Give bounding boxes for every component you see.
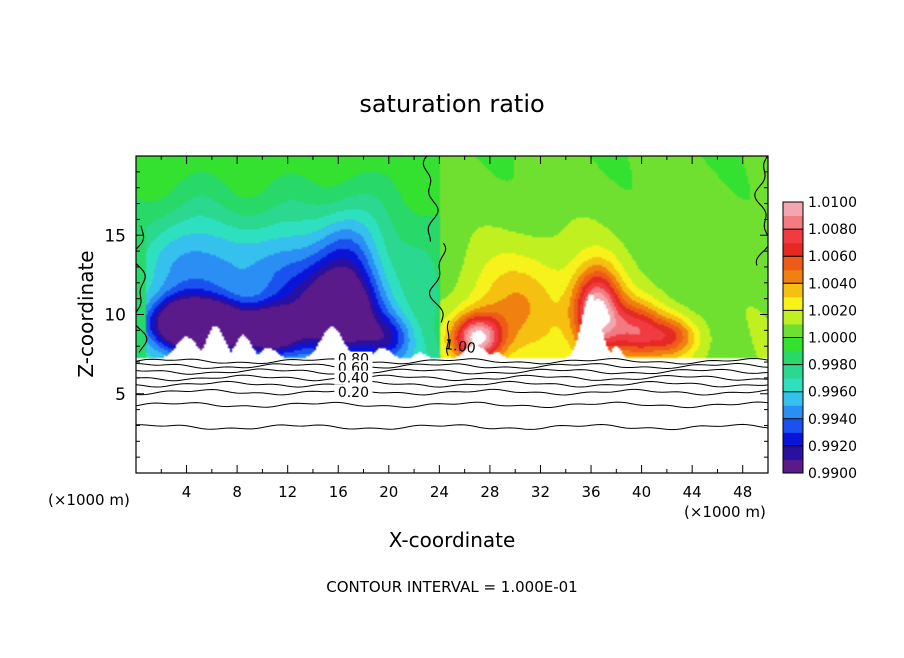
colorbar-swatch bbox=[783, 351, 803, 366]
contour-line-1.00 bbox=[428, 242, 447, 323]
saturation-field bbox=[136, 156, 768, 473]
y-axis-ticks: 5 10 15 bbox=[104, 171, 768, 458]
contour-line-low bbox=[136, 423, 768, 431]
colorbar-label: 1.0060 bbox=[808, 249, 857, 265]
x-tick-label: 16 bbox=[329, 483, 348, 501]
contour-label: 1.00 bbox=[444, 337, 477, 357]
contour-line-1.00 bbox=[446, 320, 450, 356]
contour-label: 0.20 bbox=[338, 385, 369, 401]
colorbar-swatch bbox=[783, 296, 803, 311]
colorbar-swatch bbox=[783, 378, 803, 393]
contour-line-1.00 bbox=[422, 156, 439, 242]
colorbar-label: 0.9920 bbox=[808, 439, 857, 455]
colorbar-label: 0.9900 bbox=[808, 466, 857, 482]
colorbar-swatch bbox=[783, 405, 803, 420]
x-tick-label: 36 bbox=[581, 483, 600, 501]
contour-interval-footer: CONTOUR INTERVAL = 1.000E-01 bbox=[326, 578, 577, 596]
colorbar-label: 1.0000 bbox=[808, 331, 857, 347]
contour-line-low bbox=[136, 374, 768, 382]
x-unit-right: (×1000 m) bbox=[684, 503, 766, 521]
colorbar-swatch bbox=[783, 256, 803, 271]
colorbar: 1.0100 1.0080 1.0060 1.0040 1.0020 1.0000 0.99… bbox=[782, 195, 857, 482]
contour-label-bg bbox=[334, 384, 373, 399]
contour-labels: 1.000.800.600.400.20 bbox=[334, 337, 477, 401]
contour-lines bbox=[136, 156, 768, 431]
colorbar-swatch bbox=[783, 445, 803, 460]
x-tick-label: 28 bbox=[480, 483, 499, 501]
colorbar-swatch bbox=[783, 391, 803, 406]
contour-line-low bbox=[136, 362, 768, 370]
contour-line-low bbox=[136, 401, 768, 409]
contour-line-low bbox=[136, 388, 768, 396]
colorbar-swatch bbox=[783, 337, 803, 352]
y-axis-label: Z-coordinate bbox=[74, 250, 98, 377]
x-tick-label: 44 bbox=[683, 483, 702, 501]
colorbar-label: 1.0040 bbox=[808, 276, 857, 292]
colorbar-swatch bbox=[783, 418, 803, 433]
colorbar-swatch bbox=[783, 229, 803, 244]
chart-title: saturation ratio bbox=[359, 90, 544, 118]
x-tick-label: 4 bbox=[182, 483, 192, 501]
saturation-field-image bbox=[136, 156, 768, 473]
colorbar-label: 0.9940 bbox=[808, 412, 857, 428]
x-tick-label: 8 bbox=[232, 483, 242, 501]
y-tick-label: 10 bbox=[104, 306, 126, 326]
colorbar-swatch bbox=[783, 323, 803, 338]
contour-label-bg bbox=[334, 370, 373, 385]
x-axis-ticks: 4 8 12 16 20 24 28 32 36 40 44 48 bbox=[160, 156, 752, 501]
x-axis-label: X-coordinate bbox=[389, 528, 516, 552]
x-tick-label: 24 bbox=[430, 483, 449, 501]
colorbar-label: 0.9980 bbox=[808, 358, 857, 374]
x-tick-label: 32 bbox=[531, 483, 550, 501]
y-tick-label: 15 bbox=[104, 226, 126, 246]
y-tick-label: 5 bbox=[115, 385, 126, 405]
colorbar-label: 0.9960 bbox=[808, 385, 857, 401]
colorbar-swatch bbox=[783, 310, 803, 325]
x-tick-label: 12 bbox=[278, 483, 297, 501]
contour-label: 0.40 bbox=[338, 371, 369, 387]
colorbar-swatch bbox=[783, 202, 803, 217]
colorbar-swatch bbox=[783, 364, 803, 379]
x-unit-left: (×1000 m) bbox=[48, 491, 130, 509]
colorbar-label: 1.0020 bbox=[808, 303, 857, 319]
colorbar-swatch bbox=[783, 242, 803, 257]
colorbar-swatch bbox=[783, 269, 803, 284]
x-tick-label: 48 bbox=[733, 483, 752, 501]
contour-line-1.00 bbox=[136, 225, 148, 353]
colorbar-swatch bbox=[783, 283, 803, 298]
contour-line-low bbox=[136, 357, 768, 365]
colorbar-label: 1.0100 bbox=[808, 195, 857, 211]
contour-line-low bbox=[136, 380, 768, 388]
colorbar-swatch bbox=[783, 215, 803, 230]
x-tick-label: 20 bbox=[379, 483, 398, 501]
colorbar-swatch bbox=[783, 432, 803, 447]
colorbar-label: 1.0080 bbox=[808, 222, 857, 238]
contour-line-1.00 bbox=[754, 156, 768, 266]
contour-line-low bbox=[136, 368, 768, 375]
x-tick-label: 40 bbox=[632, 483, 651, 501]
colorbar-swatch bbox=[783, 459, 803, 474]
